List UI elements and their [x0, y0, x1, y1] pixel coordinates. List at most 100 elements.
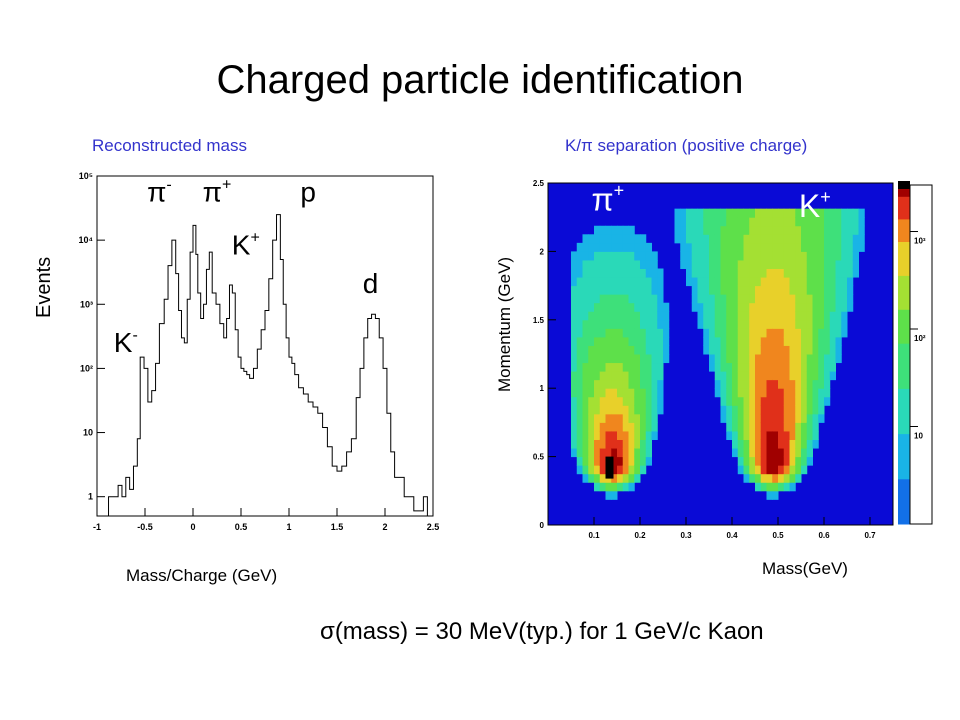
- heatmap-cell: [640, 362, 647, 372]
- heatmap-cell: [651, 302, 658, 312]
- heatmap-cell: [749, 465, 756, 475]
- heatmap-cell: [852, 251, 859, 261]
- heatmap-cell: [852, 234, 859, 244]
- heatmap-cell: [795, 456, 802, 466]
- heatmap-cell: [760, 302, 767, 312]
- heatmap-cell: [599, 362, 606, 372]
- heatmap-cell: [657, 285, 664, 295]
- heatmap-cell: [824, 362, 831, 372]
- heatmap-cell: [703, 285, 710, 295]
- mass-resolution-note: σ(mass) = 30 MeV(typ.) for 1 GeV/c Kaon: [320, 618, 764, 645]
- heatmap-cell: [571, 371, 578, 381]
- heatmap-cell: [760, 456, 767, 466]
- heatmap-cell: [806, 217, 813, 227]
- heatmap-cell: [651, 259, 658, 269]
- heatmap-cell: [599, 379, 606, 389]
- heatmap-cell: [783, 328, 790, 338]
- heatmap-cell: [663, 319, 670, 329]
- heatmap-cell: [594, 430, 601, 440]
- heatmap-cell: [749, 456, 756, 466]
- heatmap-cell: [749, 405, 756, 415]
- heatmap-cell: [812, 413, 819, 423]
- heatmap-cell: [720, 217, 727, 227]
- heatmap-cell: [789, 268, 796, 278]
- heatmap-cell: [640, 328, 647, 338]
- heatmap-cell: [634, 362, 641, 372]
- heatmap-cell: [806, 302, 813, 312]
- heatmap-cell: [726, 354, 733, 364]
- heatmap-cell: [588, 294, 595, 304]
- heatmap-cell: [760, 319, 767, 329]
- heatmap-cell: [576, 294, 583, 304]
- heatmap-cell: [755, 268, 762, 278]
- heatmap-cell: [778, 302, 785, 312]
- heatmap-cell: [686, 208, 693, 218]
- heatmap-cell: [628, 482, 635, 492]
- heatmap-cell: [714, 242, 721, 252]
- right-x-tick-label: 0.4: [726, 531, 738, 540]
- heatmap-cell: [588, 319, 595, 329]
- heatmap-cell: [755, 448, 762, 458]
- heatmap-cell: [824, 379, 831, 389]
- colorbar-segment: [898, 377, 910, 389]
- heatmap-cell: [617, 379, 624, 389]
- heatmap-cell: [617, 259, 624, 269]
- heatmap-cell: [818, 354, 825, 364]
- heatmap-cell: [571, 345, 578, 355]
- heatmap-cell: [582, 268, 589, 278]
- heatmap-cell: [622, 345, 629, 355]
- heatmap-cell: [783, 242, 790, 252]
- heatmap-cell: [760, 345, 767, 355]
- heatmap-cell: [605, 234, 612, 244]
- heatmap-cell: [852, 268, 859, 278]
- right-y-tick-label: 2: [540, 247, 545, 256]
- heatmap-cell: [628, 345, 635, 355]
- heatmap-cell: [801, 362, 808, 372]
- heatmap-cell: [651, 388, 658, 398]
- heatmap-cell: [674, 234, 681, 244]
- heatmap-cell: [760, 448, 767, 458]
- heatmap-cell: [806, 439, 813, 449]
- heatmap-cell: [622, 225, 629, 235]
- heatmap-cell: [760, 388, 767, 398]
- heatmap-cell: [824, 345, 831, 355]
- heatmap-cell: [806, 430, 813, 440]
- heatmap-cell: [824, 294, 831, 304]
- heatmap-cell: [795, 277, 802, 287]
- heatmap-cell: [772, 396, 779, 406]
- heatmap-cell: [634, 285, 641, 295]
- heatmap-cell: [755, 302, 762, 312]
- heatmap-cell: [841, 234, 848, 244]
- heatmap-cell: [824, 328, 831, 338]
- heatmap-cell: [835, 328, 842, 338]
- cluster-label: π+: [592, 180, 625, 217]
- heatmap-cell: [582, 448, 589, 458]
- heatmap-cell: [749, 251, 756, 261]
- heatmap-cell: [622, 405, 629, 415]
- heatmap-cell: [634, 345, 641, 355]
- heatmap-cell: [611, 422, 618, 432]
- heatmap-cell: [755, 379, 762, 389]
- heatmap-cell: [571, 268, 578, 278]
- heatmap-cell: [772, 328, 779, 338]
- heatmap-cell: [588, 430, 595, 440]
- heatmap-cell: [795, 379, 802, 389]
- heatmap-cell: [571, 336, 578, 346]
- heatmap-cell: [755, 465, 762, 475]
- heatmap-cell: [812, 345, 819, 355]
- left-x-tick-label: 0: [190, 522, 195, 532]
- heatmap-cell: [588, 388, 595, 398]
- heatmap-cell: [651, 345, 658, 355]
- heatmap-cell: [755, 473, 762, 483]
- heatmap-cell: [588, 448, 595, 458]
- heatmap-cell: [576, 285, 583, 295]
- heatmap-cell: [829, 371, 836, 381]
- heatmap-cell: [622, 268, 629, 278]
- heatmap-cell: [714, 345, 721, 355]
- heatmap-cell: [806, 268, 813, 278]
- heatmap-cell: [628, 456, 635, 466]
- heatmap-cell: [812, 217, 819, 227]
- heatmap-cell: [691, 217, 698, 227]
- heatmap-cell: [680, 259, 687, 269]
- heatmap-cell: [605, 362, 612, 372]
